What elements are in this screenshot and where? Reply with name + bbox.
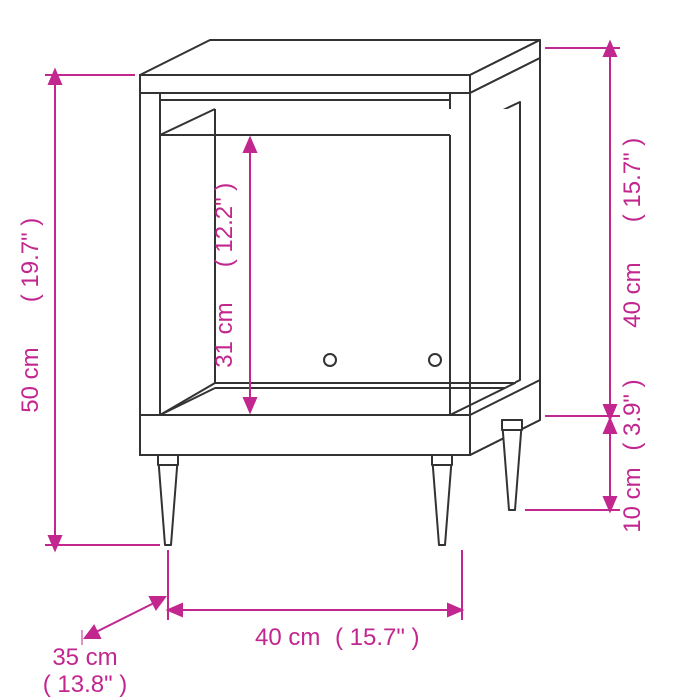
dim-leg-height: [525, 419, 620, 511]
label-depth-cm: 35 cm: [52, 644, 117, 671]
leg-fr-collar: [432, 455, 452, 465]
leg-back-right: [502, 420, 522, 510]
label-upper-height-in: ( 15.7" ): [619, 138, 646, 223]
dimension-diagram: 50 cm ( 19.7" ) 31 cm ( 12.2" ) 40 cm ( …: [0, 0, 700, 700]
dim-width: [168, 550, 462, 620]
dim-upper-height: [545, 42, 620, 419]
label-width-cm: 40 cm: [255, 624, 320, 651]
label-leg-height-in: ( 3.9" ): [619, 379, 646, 450]
furniture-drawing: [140, 40, 540, 545]
leg-br-collar: [502, 420, 522, 430]
leg-fl-collar: [158, 455, 178, 465]
leg-front-right: [432, 455, 452, 545]
label-total-height-cm: 50 cm: [17, 347, 44, 412]
label-inner-height-cm: 31 cm: [211, 302, 238, 367]
label-width-in: ( 15.7" ): [335, 624, 420, 651]
bottom-rail-front: [140, 415, 470, 455]
label-leg-height-cm: 10 cm: [619, 467, 646, 532]
label-depth-in: ( 13.8" ): [43, 671, 128, 698]
top-slab-front: [140, 75, 470, 93]
leg-front-left: [158, 455, 178, 545]
label-inner-height-in: ( 12.2" ): [211, 183, 238, 268]
label-upper-height-cm: 40 cm: [619, 262, 646, 327]
cable-hole-left: [324, 354, 336, 366]
left-panel-front: [140, 93, 160, 455]
cable-hole-right: [429, 354, 441, 366]
label-total-height-in: ( 19.7" ): [17, 218, 44, 303]
dim-depth: [82, 597, 165, 645]
